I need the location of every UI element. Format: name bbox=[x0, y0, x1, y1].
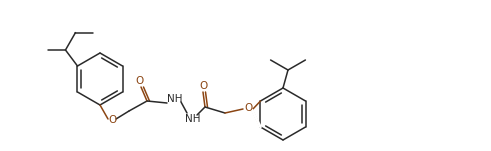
Text: O: O bbox=[109, 115, 117, 125]
Text: NH: NH bbox=[167, 94, 183, 104]
Text: O: O bbox=[136, 76, 144, 86]
Text: O: O bbox=[200, 81, 208, 91]
Text: NH: NH bbox=[185, 114, 201, 124]
Text: O: O bbox=[245, 103, 253, 113]
